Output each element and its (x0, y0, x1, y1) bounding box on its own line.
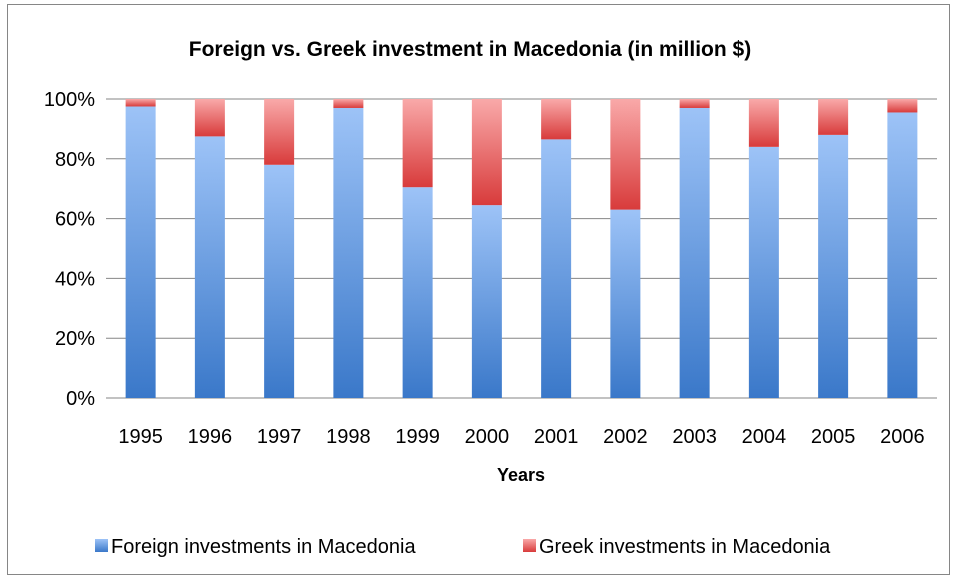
bar-greek-1995 (125, 99, 156, 107)
bar-greek-2006 (887, 99, 918, 113)
y-tick-label: 40% (55, 268, 95, 290)
legend-label-greek: Greek investments in Macedonia (539, 536, 831, 558)
y-tick-label: 60% (55, 209, 95, 231)
y-tick-label: 100% (44, 89, 95, 111)
y-axis-ticks: 0% 20% 40% 60% 80% 100% (44, 89, 95, 410)
bar-foreign-1996 (194, 136, 225, 398)
bar-greek-1997 (264, 99, 295, 165)
bar-greek-2005 (818, 99, 849, 135)
y-tick-label: 0% (66, 388, 95, 410)
bar-foreign-1998 (333, 107, 364, 398)
y-tick-label: 20% (55, 328, 95, 350)
bar-foreign-2006 (887, 112, 918, 398)
bar-foreign-2003 (679, 107, 710, 398)
legend-swatch-foreign (95, 539, 108, 552)
bar-greek-2000 (471, 99, 502, 206)
x-tick-label: 2003 (672, 426, 717, 448)
bar-greek-1996 (194, 99, 225, 137)
x-tick-label: 2004 (742, 426, 787, 448)
bar-foreign-1997 (264, 164, 295, 398)
x-axis-title: Years (497, 465, 545, 485)
bar-foreign-2004 (748, 146, 779, 398)
x-tick-label: 1999 (395, 426, 440, 448)
bar-foreign-2001 (541, 139, 572, 399)
bars (125, 99, 918, 399)
bar-foreign-2002 (610, 209, 641, 398)
bar-greek-2001 (541, 99, 572, 140)
bar-greek-2004 (748, 99, 779, 147)
bar-greek-2002 (610, 99, 641, 210)
bar-greek-1999 (402, 99, 433, 188)
x-tick-label: 1995 (118, 426, 163, 448)
y-tick-label: 80% (55, 149, 95, 171)
x-tick-label: 2005 (811, 426, 856, 448)
x-axis-ticks: 1995 1996 1997 1998 1999 2000 2001 2002 2003 2004… (118, 426, 924, 448)
bar-foreign-1995 (125, 106, 156, 398)
gridlines (106, 98, 937, 399)
x-tick-label: 1996 (188, 426, 233, 448)
chart-title: Foreign vs. Greek investment in Macedoni… (189, 38, 751, 61)
x-tick-label: 1998 (326, 426, 371, 448)
x-tick-label: 2000 (465, 426, 510, 448)
x-tick-label: 1997 (257, 426, 302, 448)
bar-greek-2003 (679, 99, 710, 108)
x-tick-label: 2001 (534, 426, 579, 448)
legend-swatch-greek (523, 539, 536, 552)
x-tick-label: 2006 (880, 426, 925, 448)
x-tick-label: 2002 (603, 426, 648, 448)
bar-greek-1998 (333, 99, 364, 108)
bar-foreign-1999 (402, 187, 433, 398)
bar-foreign-2005 (818, 134, 849, 398)
legend: Foreign investments in Macedonia Greek i… (95, 536, 831, 558)
bar-foreign-2000 (471, 205, 502, 398)
legend-label-foreign: Foreign investments in Macedonia (111, 536, 416, 558)
